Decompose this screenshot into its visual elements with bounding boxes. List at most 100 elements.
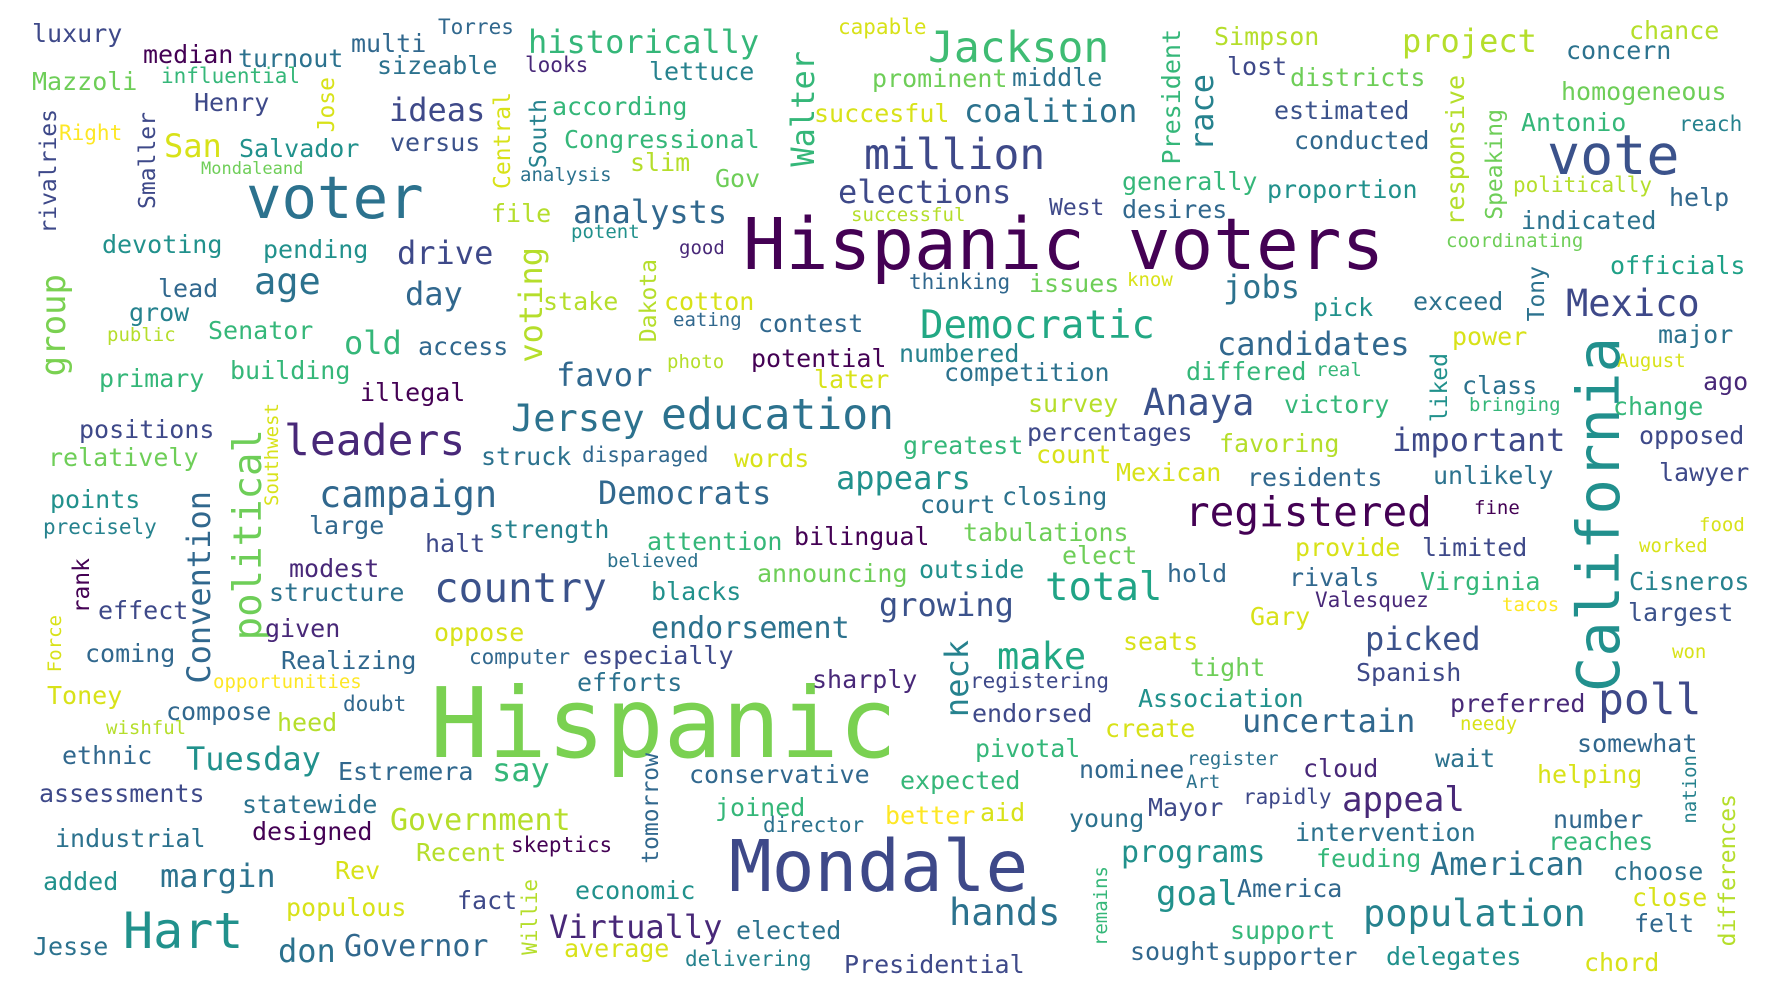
cloud-word-successful: successful xyxy=(851,204,966,226)
cloud-word-anaya: Anaya xyxy=(1143,381,1255,424)
cloud-word-provide: provide xyxy=(1295,533,1401,562)
cloud-word-bringing: bringing xyxy=(1469,394,1561,416)
cloud-word-drive: drive xyxy=(397,234,494,272)
cloud-word-population: population xyxy=(1363,892,1586,935)
cloud-word-chance: chance xyxy=(1629,16,1720,45)
cloud-word-valesquez: Valesquez xyxy=(1315,588,1429,612)
cloud-word-multi: multi xyxy=(351,29,427,58)
cloud-word-unlikely: unlikely xyxy=(1433,461,1554,490)
cloud-word-percentages: percentages xyxy=(1027,418,1193,447)
cloud-word-felt: felt xyxy=(1634,909,1695,938)
cloud-word-liked: liked xyxy=(1427,353,1453,423)
cloud-word-potent: potent xyxy=(571,221,640,243)
cloud-word-virginia: Virginia xyxy=(1420,567,1541,596)
cloud-word-ago: ago xyxy=(1703,367,1749,396)
cloud-word-economic: economic xyxy=(575,876,696,905)
cloud-word-mondale: Mondale xyxy=(729,825,1029,908)
cloud-word-voter: voter xyxy=(246,163,424,232)
cloud-word-somewhat: somewhat xyxy=(1577,729,1698,758)
cloud-word-analysis: analysis xyxy=(520,164,612,186)
cloud-word-given: given xyxy=(265,614,341,643)
cloud-word-neck: neck xyxy=(938,640,976,718)
cloud-word-number: number xyxy=(1553,805,1644,834)
cloud-word-eating: eating xyxy=(673,309,742,331)
cloud-word-rivals: rivals xyxy=(1289,563,1380,592)
cloud-word-registering: registering xyxy=(970,669,1110,693)
cloud-word-struck: struck xyxy=(481,442,572,471)
cloud-word-opposed: opposed xyxy=(1639,421,1745,450)
cloud-word-don: don xyxy=(278,932,336,970)
cloud-word-feuding: feuding xyxy=(1316,844,1422,873)
cloud-word-know: know xyxy=(1127,269,1173,291)
cloud-word-congressional: Congressional xyxy=(564,125,760,154)
cloud-word-conducted: conducted xyxy=(1294,126,1430,155)
cloud-word-won: won xyxy=(1672,641,1707,663)
cloud-word-mexico: Mexico xyxy=(1566,282,1700,325)
cloud-word-speaking: Speaking xyxy=(1482,109,1508,220)
cloud-word-major: major xyxy=(1658,320,1734,349)
cloud-word-recent: Recent xyxy=(416,838,507,867)
cloud-word-association: Association xyxy=(1138,684,1304,713)
cloud-word-project: project xyxy=(1402,22,1537,60)
cloud-word-efforts: efforts xyxy=(577,668,683,697)
cloud-word-coming: coming xyxy=(85,639,176,668)
cloud-word-democratic: Democratic xyxy=(920,303,1155,348)
cloud-word-luxury: luxury xyxy=(32,19,123,48)
cloud-word-registered: registered xyxy=(1185,488,1432,536)
cloud-word-create: create xyxy=(1105,714,1196,743)
cloud-word-million: million xyxy=(864,130,1046,180)
cloud-word-intervention: intervention xyxy=(1295,818,1476,847)
cloud-word-conservative: conservative xyxy=(689,760,870,789)
cloud-word-simpson: Simpson xyxy=(1214,22,1320,51)
cloud-word-poll: poll xyxy=(1598,675,1702,725)
cloud-word-endorsement: endorsement xyxy=(651,611,850,646)
cloud-word-sizeable: sizeable xyxy=(377,51,498,80)
cloud-word-proportion: proportion xyxy=(1267,175,1418,204)
cloud-word-survey: survey xyxy=(1028,389,1119,418)
cloud-word-central: Central xyxy=(490,92,516,189)
cloud-word-outside: outside xyxy=(919,555,1025,584)
cloud-word-large: large xyxy=(309,511,385,540)
cloud-word-lost: lost xyxy=(1227,52,1288,81)
cloud-word-california: California xyxy=(1564,337,1633,693)
cloud-word-designed: designed xyxy=(252,817,373,846)
cloud-word-jersey: Jersey xyxy=(511,397,645,440)
cloud-word-young: young xyxy=(1069,804,1145,833)
cloud-word-devoting: devoting xyxy=(102,230,223,259)
cloud-word-aid: aid xyxy=(980,798,1026,827)
cloud-word-statewide: statewide xyxy=(242,790,378,819)
cloud-word-computer: computer xyxy=(469,645,571,669)
cloud-word-tony: Tony xyxy=(1524,266,1550,322)
cloud-word-west: West xyxy=(1049,195,1105,221)
cloud-word-influential: influential xyxy=(161,64,301,88)
cloud-word-worked: worked xyxy=(1639,535,1708,557)
cloud-word-opportunities: opportunities xyxy=(213,671,362,693)
cloud-word-attention: attention xyxy=(647,527,783,556)
cloud-word-mazzoli: Mazzoli xyxy=(32,67,138,96)
cloud-word-programs: programs xyxy=(1121,835,1266,870)
cloud-word-precisely: precisely xyxy=(43,515,157,539)
cloud-word-strength: strength xyxy=(489,515,610,544)
cloud-word-ethnic: ethnic xyxy=(62,741,153,770)
cloud-word-politically: politically xyxy=(1513,173,1653,197)
cloud-word-register: register xyxy=(1187,748,1279,770)
cloud-word-primary: primary xyxy=(99,364,205,393)
cloud-word-support: support xyxy=(1230,916,1336,945)
cloud-word-heed: heed xyxy=(277,708,338,737)
cloud-word-antonio: Antonio xyxy=(1521,108,1627,137)
cloud-word-convention: Convention xyxy=(180,491,218,684)
cloud-word-torres: Torres xyxy=(438,15,514,39)
cloud-word-good: good xyxy=(679,237,725,259)
cloud-word-homogeneous: homogeneous xyxy=(1561,77,1727,106)
cloud-word-race: race xyxy=(1183,74,1221,152)
cloud-word-stake: stake xyxy=(543,287,619,316)
cloud-word-margin: margin xyxy=(160,857,276,895)
cloud-word-jackson: Jackson xyxy=(928,23,1110,73)
cloud-word-preferred: preferred xyxy=(1450,689,1586,718)
cloud-word-realizing: Realizing xyxy=(281,646,417,675)
cloud-word-victory: victory xyxy=(1284,390,1390,419)
cloud-word-jobs: jobs xyxy=(1223,268,1301,306)
cloud-word-officials: officials xyxy=(1610,251,1746,280)
cloud-word-helping: helping xyxy=(1537,760,1643,789)
cloud-word-wishful: wishful xyxy=(106,717,187,739)
